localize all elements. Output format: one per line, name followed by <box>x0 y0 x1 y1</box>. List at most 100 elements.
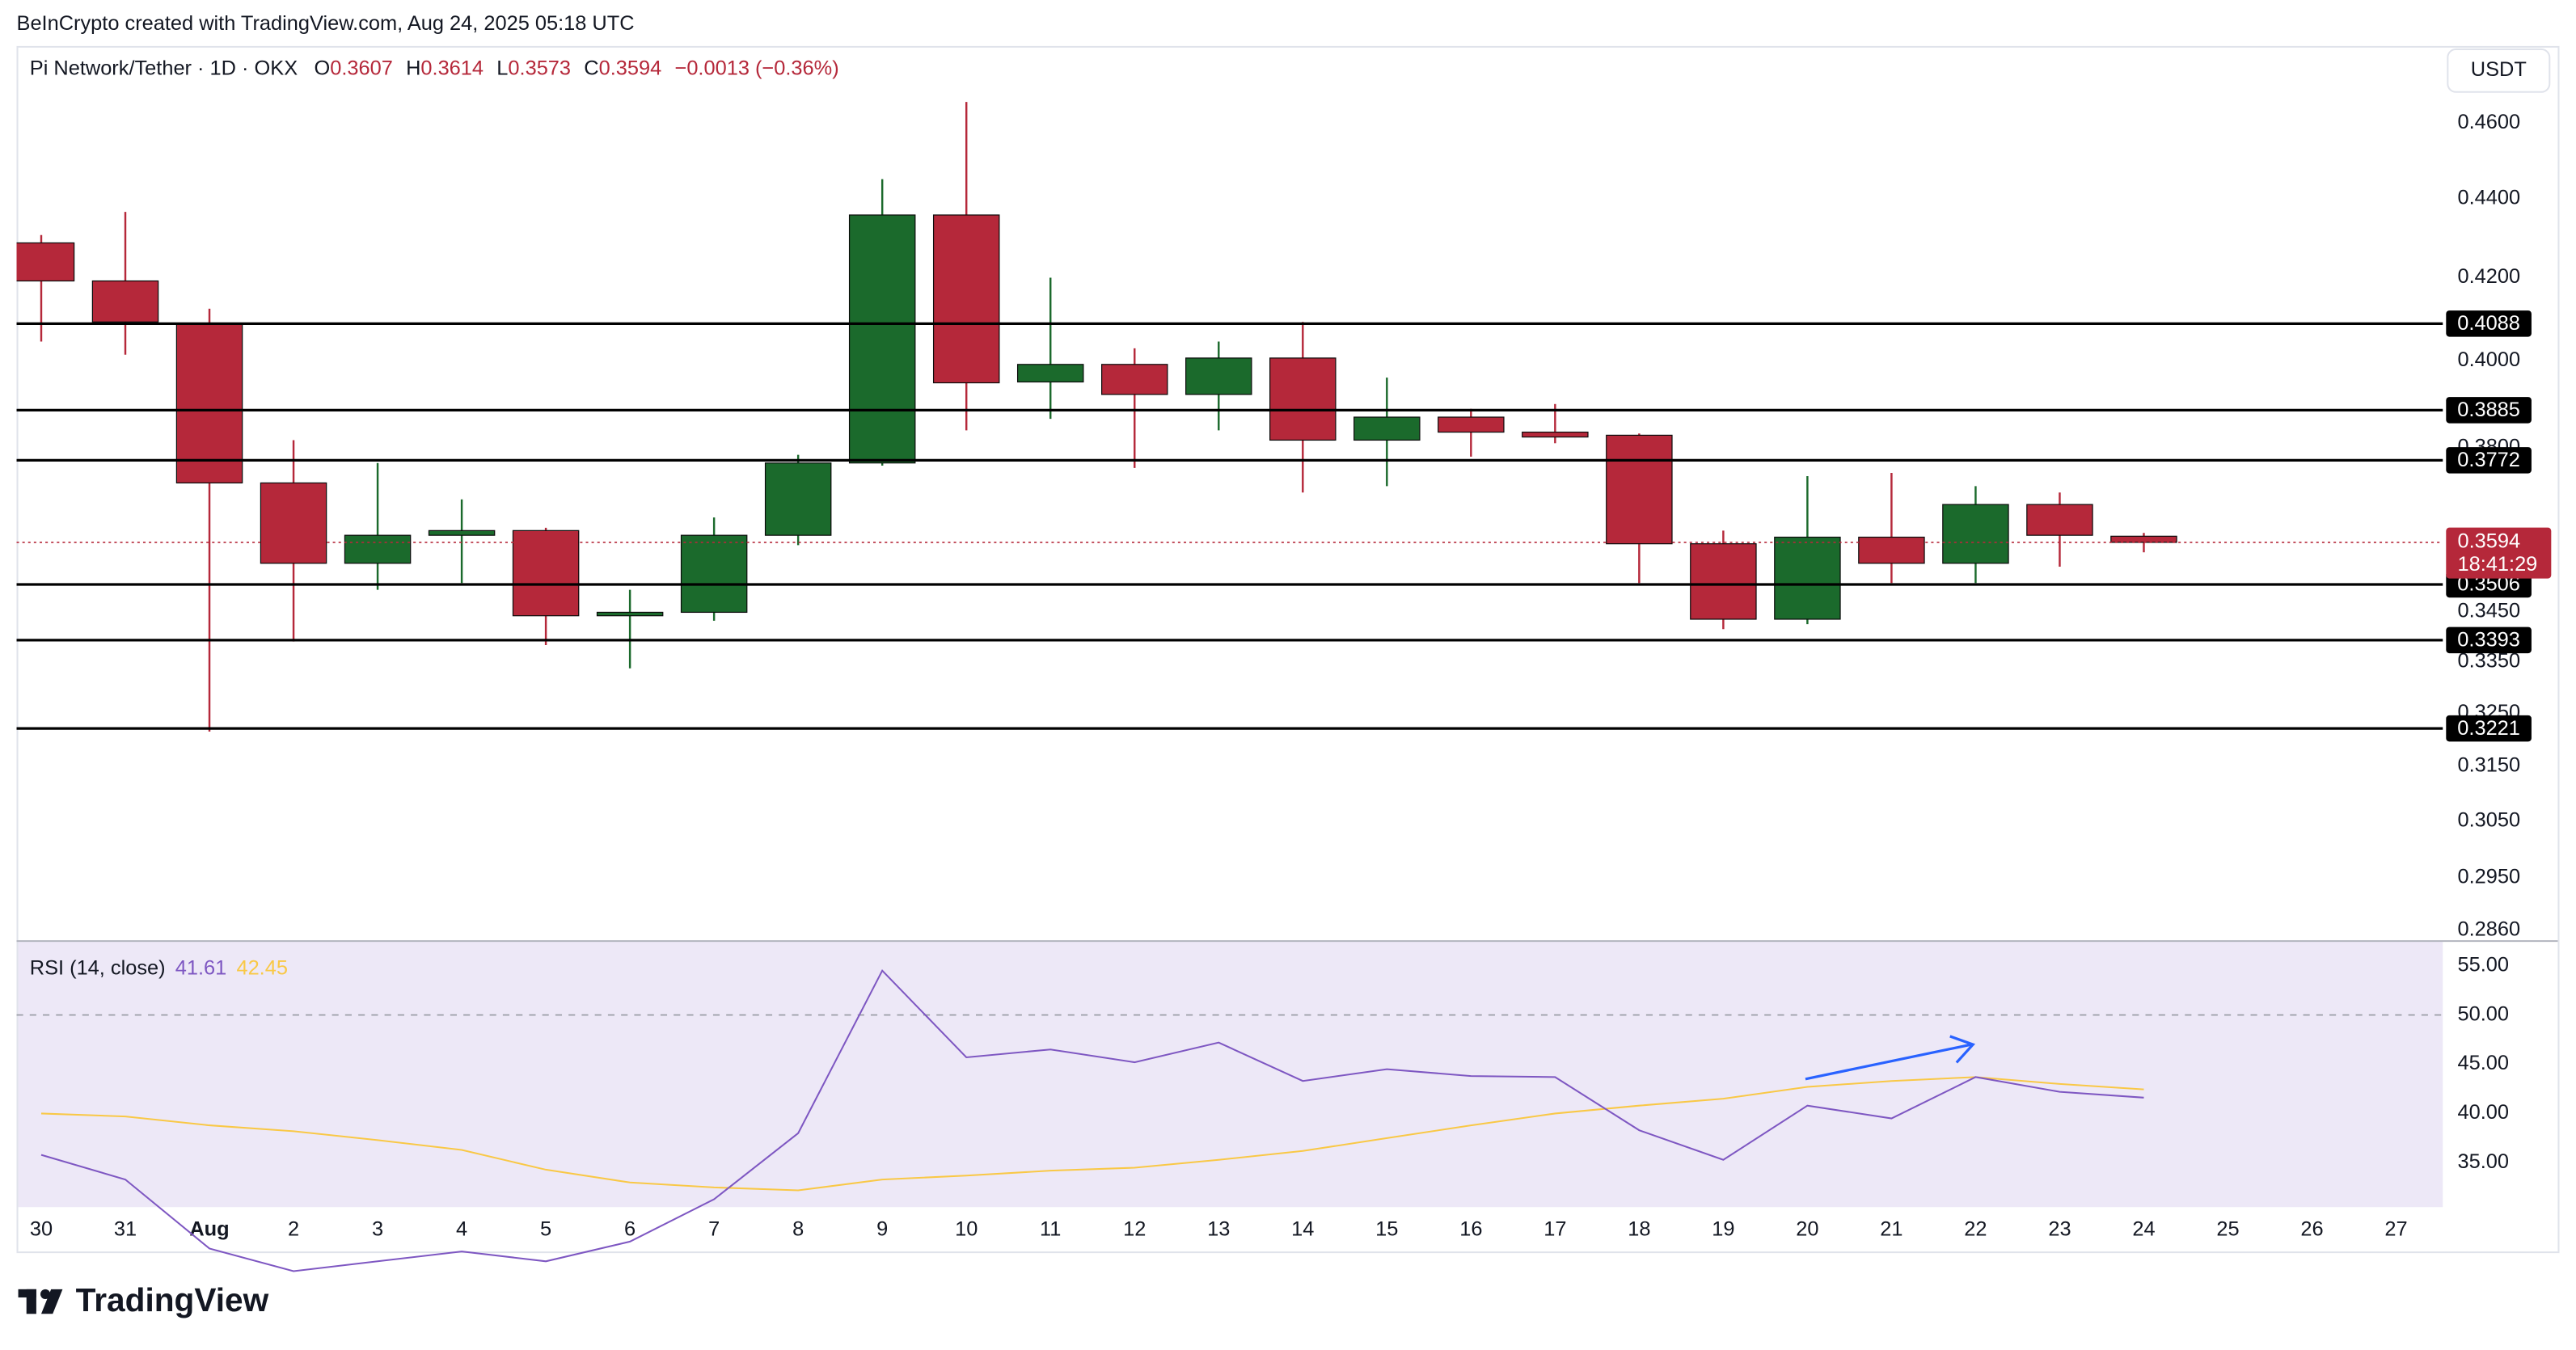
x-tick-label: 23 <box>2048 1217 2071 1240</box>
y-tick-label: 0.2860 <box>2458 918 2521 941</box>
x-tick-label: 25 <box>2216 1217 2239 1240</box>
level-label: 0.3885 <box>2457 399 2520 421</box>
x-tick-label: 12 <box>1123 1217 1146 1240</box>
candle-body <box>1942 504 2009 564</box>
rsi-background <box>16 941 2443 1208</box>
ohlc-label: L <box>496 57 508 79</box>
rsi-tick-label: 35.00 <box>2458 1150 2510 1173</box>
level-label: 0.4088 <box>2457 312 2520 335</box>
rsi-legend: RSI (14, close) 41.61 42.45 <box>30 956 288 979</box>
arrow-head <box>1949 1035 1976 1064</box>
candle-body <box>1774 536 1841 620</box>
candle-body <box>1269 357 1337 441</box>
candle-body <box>1606 434 1673 545</box>
x-tick-label: 2 <box>288 1217 299 1240</box>
ohlc-value: 0.3607 <box>330 57 393 79</box>
x-tick-label: 6 <box>624 1217 636 1240</box>
y-tick-label: 0.4600 <box>2458 111 2521 133</box>
change: −0.0013 (−0.36%) <box>675 57 839 79</box>
x-tick-label: 11 <box>1040 1217 1061 1240</box>
candle-body <box>91 280 159 323</box>
y-tick-label: 0.2950 <box>2458 865 2521 888</box>
candle-body <box>848 214 916 464</box>
y-tick-label: 0.4400 <box>2458 187 2521 209</box>
level-label: 0.3221 <box>2457 717 2520 740</box>
candle-body <box>260 482 327 564</box>
symbol: Pi Network/Tether · 1D · OKX <box>30 57 298 79</box>
candles <box>16 102 2177 732</box>
x-tick-label: 17 <box>1543 1217 1566 1240</box>
y-tick-label: 0.4000 <box>2458 348 2521 371</box>
logo-text: TradingView <box>76 1281 269 1318</box>
ohlc-label: C <box>584 57 598 79</box>
candle-body <box>2110 535 2177 543</box>
x-tick-label: 15 <box>1375 1217 1398 1240</box>
rsi-tick-label: 45.00 <box>2458 1052 2510 1074</box>
candle-body <box>1185 357 1252 395</box>
candle-body <box>680 534 748 614</box>
last-price-label-bg <box>2446 527 2552 579</box>
ohlc-label: O <box>314 57 330 79</box>
level-label-bg <box>2446 626 2532 654</box>
level-label: 0.3393 <box>2457 629 2520 652</box>
candle-body <box>1438 416 1505 433</box>
candle-body <box>512 529 580 617</box>
x-tick-label: 7 <box>708 1217 720 1240</box>
symbol-header: Pi Network/Tether · 1D · OKX O0.3607 H0.36… <box>30 57 839 79</box>
x-tick-label: 27 <box>2384 1217 2407 1240</box>
y-tick-label: 0.3450 <box>2458 600 2521 622</box>
ohlc-value: 0.3594 <box>599 57 662 79</box>
rsi-ma-line <box>40 1076 2144 1192</box>
rsi-legend-value: 42.45 <box>236 956 288 979</box>
ohlc-label: H <box>406 57 420 79</box>
rsi-title: RSI (14, close) <box>30 956 166 979</box>
x-tick-label: 24 <box>2132 1217 2155 1240</box>
candle-body <box>764 462 832 536</box>
x-tick-label: 8 <box>792 1217 804 1240</box>
rsi-legend-value: 41.61 <box>175 956 227 979</box>
candle-body <box>1101 364 1168 395</box>
currency-button[interactable] <box>2447 48 2551 93</box>
logo-mark <box>26 1289 36 1314</box>
credit: BeInCrypto created with TradingView.com,… <box>17 12 635 35</box>
rsi-tick-label: 50.00 <box>2458 1002 2510 1025</box>
arrow-line <box>1805 1043 1972 1081</box>
x-tick-label: 10 <box>955 1217 978 1240</box>
level-label-bg <box>2446 447 2532 474</box>
candle-body <box>1522 431 1589 438</box>
candle-body <box>596 611 664 617</box>
candle-body <box>1353 416 1421 441</box>
rsi-tick-label: 55.00 <box>2458 953 2510 976</box>
candle-body <box>1690 543 1757 620</box>
candle-body <box>1858 536 1925 564</box>
x-tick-label: 9 <box>876 1217 888 1240</box>
chart-frame <box>16 45 2560 1254</box>
logo: TradingView <box>18 1281 269 1318</box>
candle-body <box>428 529 496 536</box>
x-tick-label: 26 <box>2300 1217 2323 1240</box>
ohlc-value: 0.3573 <box>508 57 571 79</box>
level-label-bg <box>2446 715 2532 742</box>
trend-arrow <box>1805 1035 1976 1081</box>
level-label-bg <box>2446 397 2532 424</box>
logo-mark <box>40 1289 63 1314</box>
x-tick-label: 30 <box>30 1217 53 1240</box>
x-tick-label: 22 <box>1964 1217 1987 1240</box>
level-label: 0.3772 <box>2457 449 2520 471</box>
candle-body <box>344 534 412 564</box>
y-tick-label: 0.3150 <box>2458 754 2521 777</box>
x-tick-label: 16 <box>1459 1217 1482 1240</box>
currency[interactable]: USDT <box>2471 58 2527 81</box>
candle-body <box>2026 504 2093 536</box>
x-tick-label: 3 <box>372 1217 383 1240</box>
candle-body <box>16 242 75 282</box>
candle-body <box>1016 364 1084 383</box>
candle-body <box>175 323 243 483</box>
last-price-label: 0.3594 <box>2458 530 2521 553</box>
x-tick-label: 20 <box>1796 1217 1818 1240</box>
x-tick-label: 13 <box>1207 1217 1230 1240</box>
level-label-bg <box>2446 310 2532 337</box>
